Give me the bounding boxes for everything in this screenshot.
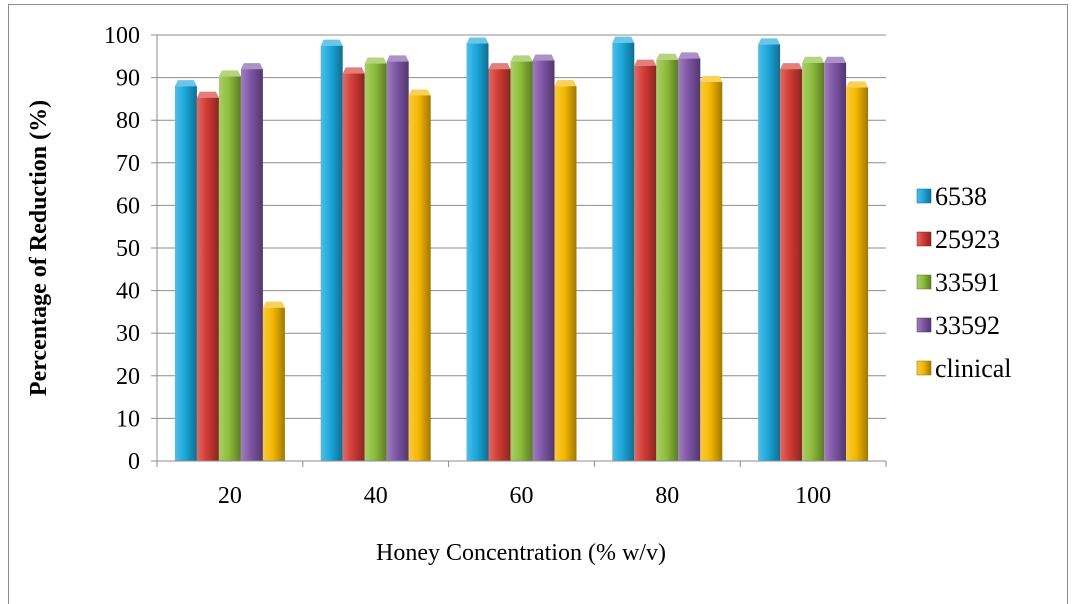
- bar: [320, 39, 343, 462]
- x-tick-label: 60: [510, 483, 534, 509]
- legend-label: 33591: [935, 268, 1000, 297]
- legend-label: clinical: [935, 354, 1012, 383]
- legend-swatch: [916, 188, 932, 204]
- y-tick-label: 40: [116, 279, 140, 305]
- y-tick-label: 10: [116, 406, 140, 432]
- bar: [802, 56, 825, 461]
- bar: [846, 81, 869, 461]
- legend-swatch: [916, 360, 932, 376]
- bar: [612, 36, 635, 461]
- x-tick-label: 80: [655, 483, 679, 509]
- bar: [824, 56, 847, 461]
- chart-frame: [8, 4, 1068, 604]
- bars: [174, 36, 869, 462]
- bar: [634, 59, 657, 461]
- bar: [386, 55, 409, 462]
- bar: [678, 52, 701, 462]
- x-axis-label: Honey Concentration (% w/v): [376, 540, 666, 566]
- bar-chart: 0 10 20 30 40 50 60 70 80 90 100 20 40 60 80 100 Perce…: [26, 23, 1012, 566]
- x-tick-label: 100: [795, 483, 831, 509]
- legend-label: 33592: [935, 311, 1000, 340]
- legend-item: 25923: [916, 225, 1000, 254]
- y-tick-label: 70: [116, 151, 140, 177]
- legend-label: 25923: [935, 225, 1000, 254]
- bar: [408, 89, 431, 461]
- bar: [510, 55, 533, 462]
- legend: 6538 25923 33591 33592 clinical: [916, 182, 1012, 383]
- y-tick-labels: 0 10 20 30 40 50 60 70 80 90 100: [104, 23, 140, 475]
- bar: [174, 80, 197, 462]
- bar: [364, 57, 387, 462]
- bar: [218, 70, 241, 462]
- y-tick-label: 100: [104, 23, 140, 49]
- legend-item: 33592: [916, 311, 1000, 340]
- legend-swatch: [916, 317, 932, 333]
- bar: [532, 54, 555, 462]
- y-tick-label: 50: [116, 236, 140, 262]
- y-tick-label: 0: [128, 449, 140, 475]
- legend-item: clinical: [916, 354, 1012, 383]
- bar: [342, 67, 365, 461]
- bar: [700, 75, 723, 462]
- y-tick-label: 60: [116, 193, 140, 219]
- y-tick-label: 90: [116, 66, 140, 92]
- bar: [262, 301, 285, 461]
- bar: [780, 63, 803, 461]
- legend-item: 33591: [916, 268, 1000, 297]
- bar: [196, 91, 219, 461]
- bar: [758, 38, 781, 461]
- x-tick-label: 40: [364, 483, 388, 509]
- legend-item: 6538: [916, 182, 987, 211]
- legend-label: 6538: [935, 182, 987, 211]
- bar: [554, 80, 577, 462]
- axes: [151, 34, 887, 467]
- x-tick-labels: 20 40 60 80 100: [218, 483, 831, 509]
- bar: [240, 63, 263, 461]
- legend-swatch: [916, 231, 932, 247]
- legend-swatch: [916, 274, 932, 290]
- bar: [488, 63, 511, 461]
- y-tick-label: 30: [116, 321, 140, 347]
- x-tick-label: 20: [218, 483, 242, 509]
- y-tick-label: 80: [116, 108, 140, 134]
- y-tick-label: 20: [116, 364, 140, 390]
- bar: [656, 53, 679, 461]
- bar: [466, 37, 489, 462]
- y-axis-label: Percentage of Reduction (%): [26, 100, 52, 396]
